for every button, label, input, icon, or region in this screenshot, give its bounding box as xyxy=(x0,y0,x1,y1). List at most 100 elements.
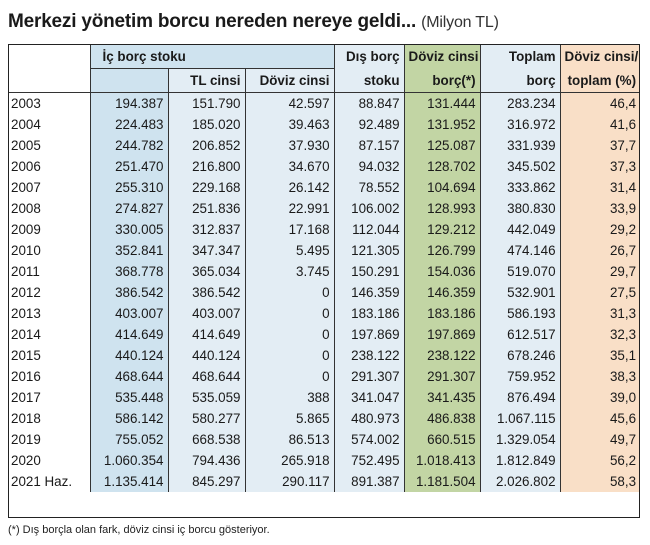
cell-doviz-toplam-oran: 31,3 xyxy=(559,303,641,324)
cell-dis-borc-stoku: 291.307 xyxy=(333,366,405,387)
cell-year: 2016 xyxy=(11,369,41,384)
cell-dis-borc-stoku: 146.359 xyxy=(333,282,405,303)
cell-tl-cinsi: 206.852 xyxy=(167,135,245,156)
cell-year: 2010 xyxy=(11,243,41,258)
cell-doviz-toplam-oran: 37,7 xyxy=(559,135,641,156)
cell-tl-cinsi: 365.034 xyxy=(167,261,245,282)
cell-dis-borc-stoku: 87.157 xyxy=(333,135,405,156)
cell-year: 2012 xyxy=(11,285,41,300)
cell-doviz-cinsi-borc: 197.869 xyxy=(403,324,481,345)
cell-ic-borc-stoku: 535.448 xyxy=(89,387,168,408)
table-row: 2010 352.841 347.347 5.495 121.305 126.799 474… xyxy=(8,240,641,261)
cell-year: 2014 xyxy=(11,327,41,342)
header-toplam-1: Toplam xyxy=(479,45,561,69)
cell-toplam-borc: 380.830 xyxy=(479,198,561,219)
cell-toplam-borc: 532.901 xyxy=(479,282,561,303)
cell-toplam-borc: 1.067.115 xyxy=(479,408,561,429)
cell-toplam-borc: 1.812.849 xyxy=(479,450,561,471)
cell-doviz-cinsi-borc: 104.694 xyxy=(403,177,481,198)
cell-tl-cinsi: 414.649 xyxy=(167,324,245,345)
cell-doviz-cinsi: 3.745 xyxy=(244,261,335,282)
cell-tl-cinsi: 185.020 xyxy=(167,114,245,135)
cell-dis-borc-stoku: 183.186 xyxy=(333,303,405,324)
cell-doviz-cinsi-borc: 129.212 xyxy=(403,219,481,240)
table-row: 2008 274.827 251.836 22.991 106.002 128.993 38… xyxy=(8,198,641,219)
cell-ic-borc-stoku: 251.470 xyxy=(89,156,168,177)
cell-ic-borc-stoku: 330.005 xyxy=(89,219,168,240)
table-row: 2005 244.782 206.852 37.930 87.157 125.087 331… xyxy=(8,135,641,156)
cell-tl-cinsi: 229.168 xyxy=(167,177,245,198)
cell-doviz-cinsi: 5.495 xyxy=(244,240,335,261)
cell-ic-borc-stoku: 244.782 xyxy=(89,135,168,156)
table-row: 2018 586.142 580.277 5.865 480.973 486.838 1.0… xyxy=(8,408,641,429)
cell-ic-borc-stoku: 224.483 xyxy=(89,114,168,135)
cell-doviz-toplam-oran: 41,6 xyxy=(559,114,641,135)
cell-doviz-cinsi-borc: 131.444 xyxy=(403,92,481,114)
page-title: Merkezi yönetim borcu nereden nereye gel… xyxy=(8,11,499,33)
cell-doviz-toplam-oran: 56,2 xyxy=(559,450,641,471)
cell-toplam-borc: 2.026.802 xyxy=(479,471,561,492)
cell-doviz-cinsi: 86.513 xyxy=(244,429,335,450)
cell-tl-cinsi: 440.124 xyxy=(167,345,245,366)
cell-doviz-cinsi: 388 xyxy=(244,387,335,408)
cell-year: 2015 xyxy=(11,348,41,363)
cell-doviz-cinsi-borc: 341.435 xyxy=(403,387,481,408)
table-row: 2011 368.778 365.034 3.745 150.291 154.036 519… xyxy=(8,261,641,282)
cell-doviz-toplam-oran: 33,9 xyxy=(559,198,641,219)
cell-toplam-borc: 474.146 xyxy=(479,240,561,261)
cell-toplam-borc: 519.070 xyxy=(479,261,561,282)
cell-toplam-borc: 1.329.054 xyxy=(479,429,561,450)
cell-ic-borc-stoku: 403.007 xyxy=(89,303,168,324)
cell-ic-borc-stoku: 255.310 xyxy=(89,177,168,198)
cell-doviz-toplam-oran: 32,3 xyxy=(559,324,641,345)
cell-tl-cinsi: 312.837 xyxy=(167,219,245,240)
cell-doviz-cinsi: 0 xyxy=(244,324,335,345)
table-row: 2016 468.644 468.644 0 291.307 291.307 759.952… xyxy=(8,366,641,387)
cell-tl-cinsi: 668.538 xyxy=(167,429,245,450)
cell-ic-borc-stoku: 368.778 xyxy=(89,261,168,282)
cell-doviz-toplam-oran: 26,7 xyxy=(559,240,641,261)
cell-dis-borc-stoku: 150.291 xyxy=(333,261,405,282)
cell-year: 2008 xyxy=(11,201,41,216)
cell-doviz-toplam-oran: 38,3 xyxy=(559,366,641,387)
cell-year: 2009 xyxy=(11,222,41,237)
cell-toplam-borc: 678.246 xyxy=(479,345,561,366)
table-row: 2004 224.483 185.020 39.463 92.489 131.952 316… xyxy=(8,114,641,135)
cell-toplam-borc: 316.972 xyxy=(479,114,561,135)
cell-dis-borc-stoku: 752.495 xyxy=(333,450,405,471)
table-row: 2019 755.052 668.538 86.513 574.002 660.515 1.… xyxy=(8,429,641,450)
cell-tl-cinsi: 845.297 xyxy=(167,471,245,492)
cell-toplam-borc: 283.234 xyxy=(479,92,561,114)
header-blank-2 xyxy=(8,68,90,93)
header-dis-borc-2: stoku xyxy=(333,68,405,93)
cell-toplam-borc: 759.952 xyxy=(479,366,561,387)
header-tl-cinsi: TL cinsi xyxy=(167,68,245,93)
cell-tl-cinsi: 794.436 xyxy=(167,450,245,471)
cell-doviz-toplam-oran: 39,0 xyxy=(559,387,641,408)
cell-year: 2021 Haz. xyxy=(11,474,73,489)
cell-dis-borc-stoku: 197.869 xyxy=(333,324,405,345)
cell-doviz-toplam-oran: 45,6 xyxy=(559,408,641,429)
cell-year: 2013 xyxy=(11,306,41,321)
cell-tl-cinsi: 403.007 xyxy=(167,303,245,324)
header-oran-1: Döviz cinsi/ xyxy=(559,45,641,69)
cell-ic-borc-stoku: 586.142 xyxy=(89,408,168,429)
cell-doviz-cinsi: 37.930 xyxy=(244,135,335,156)
table-row: 2020 1.060.354 794.436 265.918 752.495 1.018.… xyxy=(8,450,641,471)
cell-tl-cinsi: 468.644 xyxy=(167,366,245,387)
cell-toplam-borc: 333.862 xyxy=(479,177,561,198)
cell-year: 2020 xyxy=(11,453,41,468)
cell-year: 2003 xyxy=(11,96,41,111)
cell-toplam-borc: 442.049 xyxy=(479,219,561,240)
header-doviz-borc-1: Döviz cinsi xyxy=(403,45,481,69)
table-row: 2013 403.007 403.007 0 183.186 183.186 586.193… xyxy=(8,303,641,324)
cell-doviz-cinsi-borc: 486.838 xyxy=(403,408,481,429)
cell-doviz-cinsi-borc: 154.036 xyxy=(403,261,481,282)
cell-year: 2011 xyxy=(11,264,40,279)
cell-ic-borc-stoku: 440.124 xyxy=(89,345,168,366)
cell-dis-borc-stoku: 238.122 xyxy=(333,345,405,366)
cell-toplam-borc: 331.939 xyxy=(479,135,561,156)
cell-dis-borc-stoku: 112.044 xyxy=(333,219,405,240)
cell-doviz-cinsi-borc: 183.186 xyxy=(403,303,481,324)
